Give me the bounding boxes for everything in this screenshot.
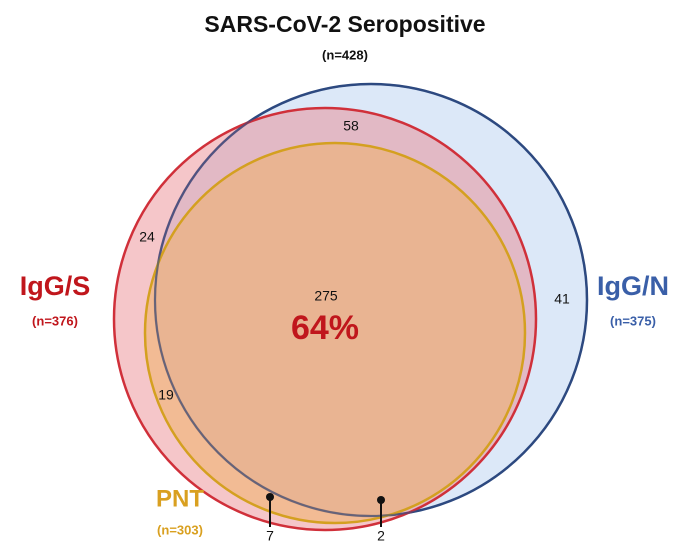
pnt-circle <box>143 141 527 525</box>
region-count: 24 <box>139 229 155 245</box>
set-size: (n=375) <box>610 313 656 328</box>
pointer-dot <box>266 493 274 501</box>
set-label: IgG/N <box>597 271 669 301</box>
set-label: PNT <box>156 485 204 512</box>
center-percent: 64% <box>291 309 359 347</box>
set-size: (n=376) <box>32 313 78 328</box>
region-count: 41 <box>554 291 570 307</box>
region-count: 7 <box>266 528 274 544</box>
set-label: IgG/S <box>20 271 91 301</box>
igg-n-outline <box>154 83 588 517</box>
region-count: 19 <box>158 387 174 403</box>
title: SARS-CoV-2 Seropositive <box>204 11 485 37</box>
region-count: 275 <box>314 288 338 304</box>
region-count: 2 <box>377 528 385 544</box>
set-size: (n=303) <box>157 522 203 537</box>
pointer-dot <box>377 496 385 504</box>
region-count: 58 <box>343 118 359 134</box>
subtitle: (n=428) <box>322 47 368 62</box>
